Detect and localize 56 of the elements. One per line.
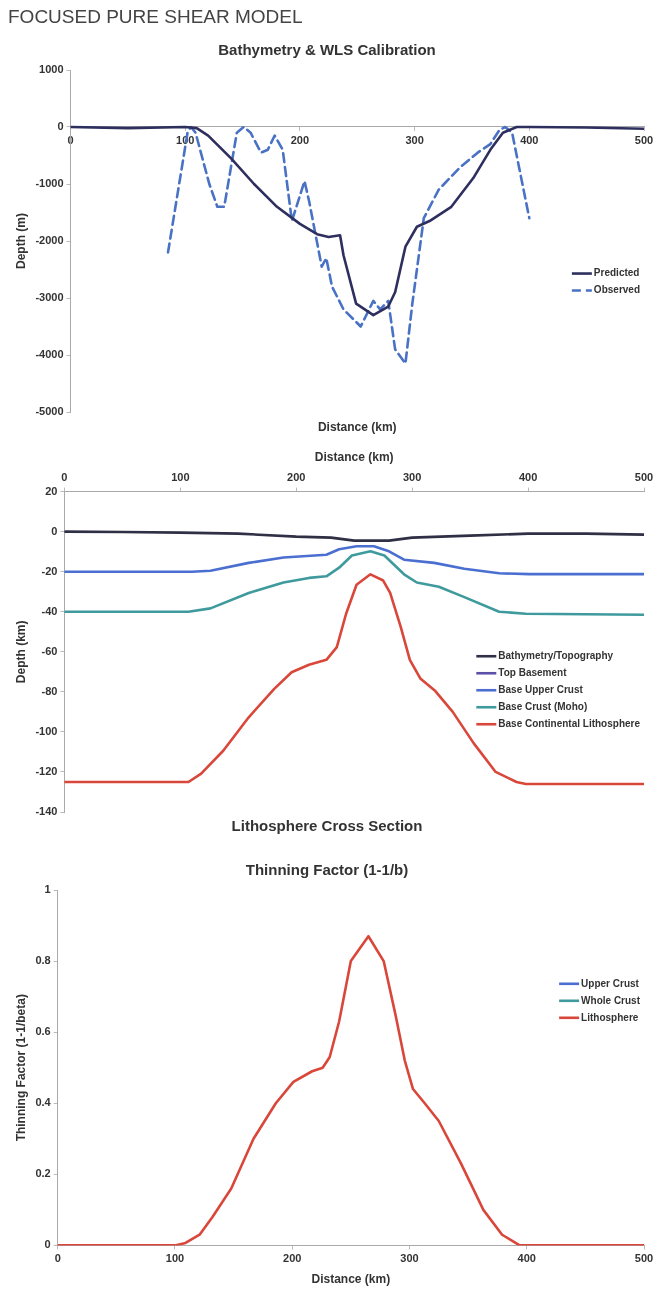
y-tick-label: -140: [35, 805, 58, 818]
y-tick-label: 20: [45, 484, 58, 497]
legend-label: Bathymetry/Topography: [498, 650, 614, 661]
legend-label: Base Continental Lithosphere: [498, 718, 641, 729]
y-axis-title: Depth (km): [13, 620, 28, 684]
x-tick-label: 500: [634, 471, 654, 484]
y-tick-label: 1: [44, 883, 51, 896]
y-tick-label: -40: [41, 604, 58, 617]
x-tick-label: 200: [287, 471, 306, 484]
legend-label: Base Upper Crust: [498, 684, 584, 695]
legend-label: Whole Crust: [581, 994, 641, 1006]
y-tick-label: -1000: [35, 177, 64, 190]
y-tick-label: -20: [41, 564, 58, 577]
x-tick-label: 400: [518, 471, 538, 484]
text: Lithosphere Cross Section: [231, 817, 423, 835]
y-tick-label: -3000: [35, 291, 64, 304]
x-tick-label: 200: [290, 133, 310, 146]
y-tick-label: 0.4: [35, 1096, 52, 1109]
text: FOCUSED PURE SHEAR MODEL: [7, 5, 304, 29]
legend-label: Lithosphere: [581, 1011, 639, 1023]
chart-title: Bathymetry & WLS Calibration: [218, 41, 436, 59]
legend-label: Predicted: [593, 267, 640, 279]
x-tick-label: 400: [517, 1252, 536, 1265]
y-tick-label: -60: [41, 644, 58, 657]
legend-label: Upper Crust: [581, 977, 640, 989]
x-tick-label: 300: [400, 1252, 419, 1265]
y-axis-title: Depth (m): [13, 213, 28, 269]
y-tick-label: 0: [51, 524, 58, 537]
y-tick-label: -4000: [35, 348, 64, 361]
y-tick-label: 0.8: [35, 954, 51, 967]
x-tick-label: 500: [634, 1252, 654, 1265]
x-axis-title: Distance (km): [311, 1272, 391, 1287]
y-tick-label: 0.2: [35, 1167, 51, 1180]
x-tick-label: 300: [402, 471, 422, 484]
legend-label: Observed: [593, 284, 641, 296]
legend-label: Base Crust (Moho): [498, 701, 588, 712]
y-tick-label: -120: [35, 764, 58, 777]
x-tick-label: 500: [634, 133, 654, 146]
y-tick-label: -80: [41, 684, 58, 697]
y-tick-label: 0: [44, 1238, 51, 1251]
x-axis-title: Distance (km): [314, 449, 394, 464]
x-tick-label: 100: [171, 471, 190, 484]
x-tick-label: 400: [520, 133, 539, 146]
x-axis-title: Distance (km): [317, 420, 397, 435]
chart-title: Thinning Factor (1-1/b): [245, 861, 409, 879]
y-tick-label: 0: [57, 120, 64, 133]
legend-label: Top Basement: [498, 667, 568, 678]
x-tick-label: 200: [283, 1252, 302, 1265]
y-tick-label: -2000: [35, 234, 64, 247]
y-tick-label: -5000: [35, 405, 64, 418]
y-tick-label: 0.6: [35, 1025, 51, 1038]
y-tick-label: -100: [35, 724, 58, 737]
x-tick-label: 100: [165, 1252, 185, 1265]
y-tick-label: 1000: [39, 63, 64, 76]
y-axis-title: Thinning Factor (1-1/beta): [13, 994, 28, 1142]
x-tick-label: 300: [405, 133, 424, 146]
